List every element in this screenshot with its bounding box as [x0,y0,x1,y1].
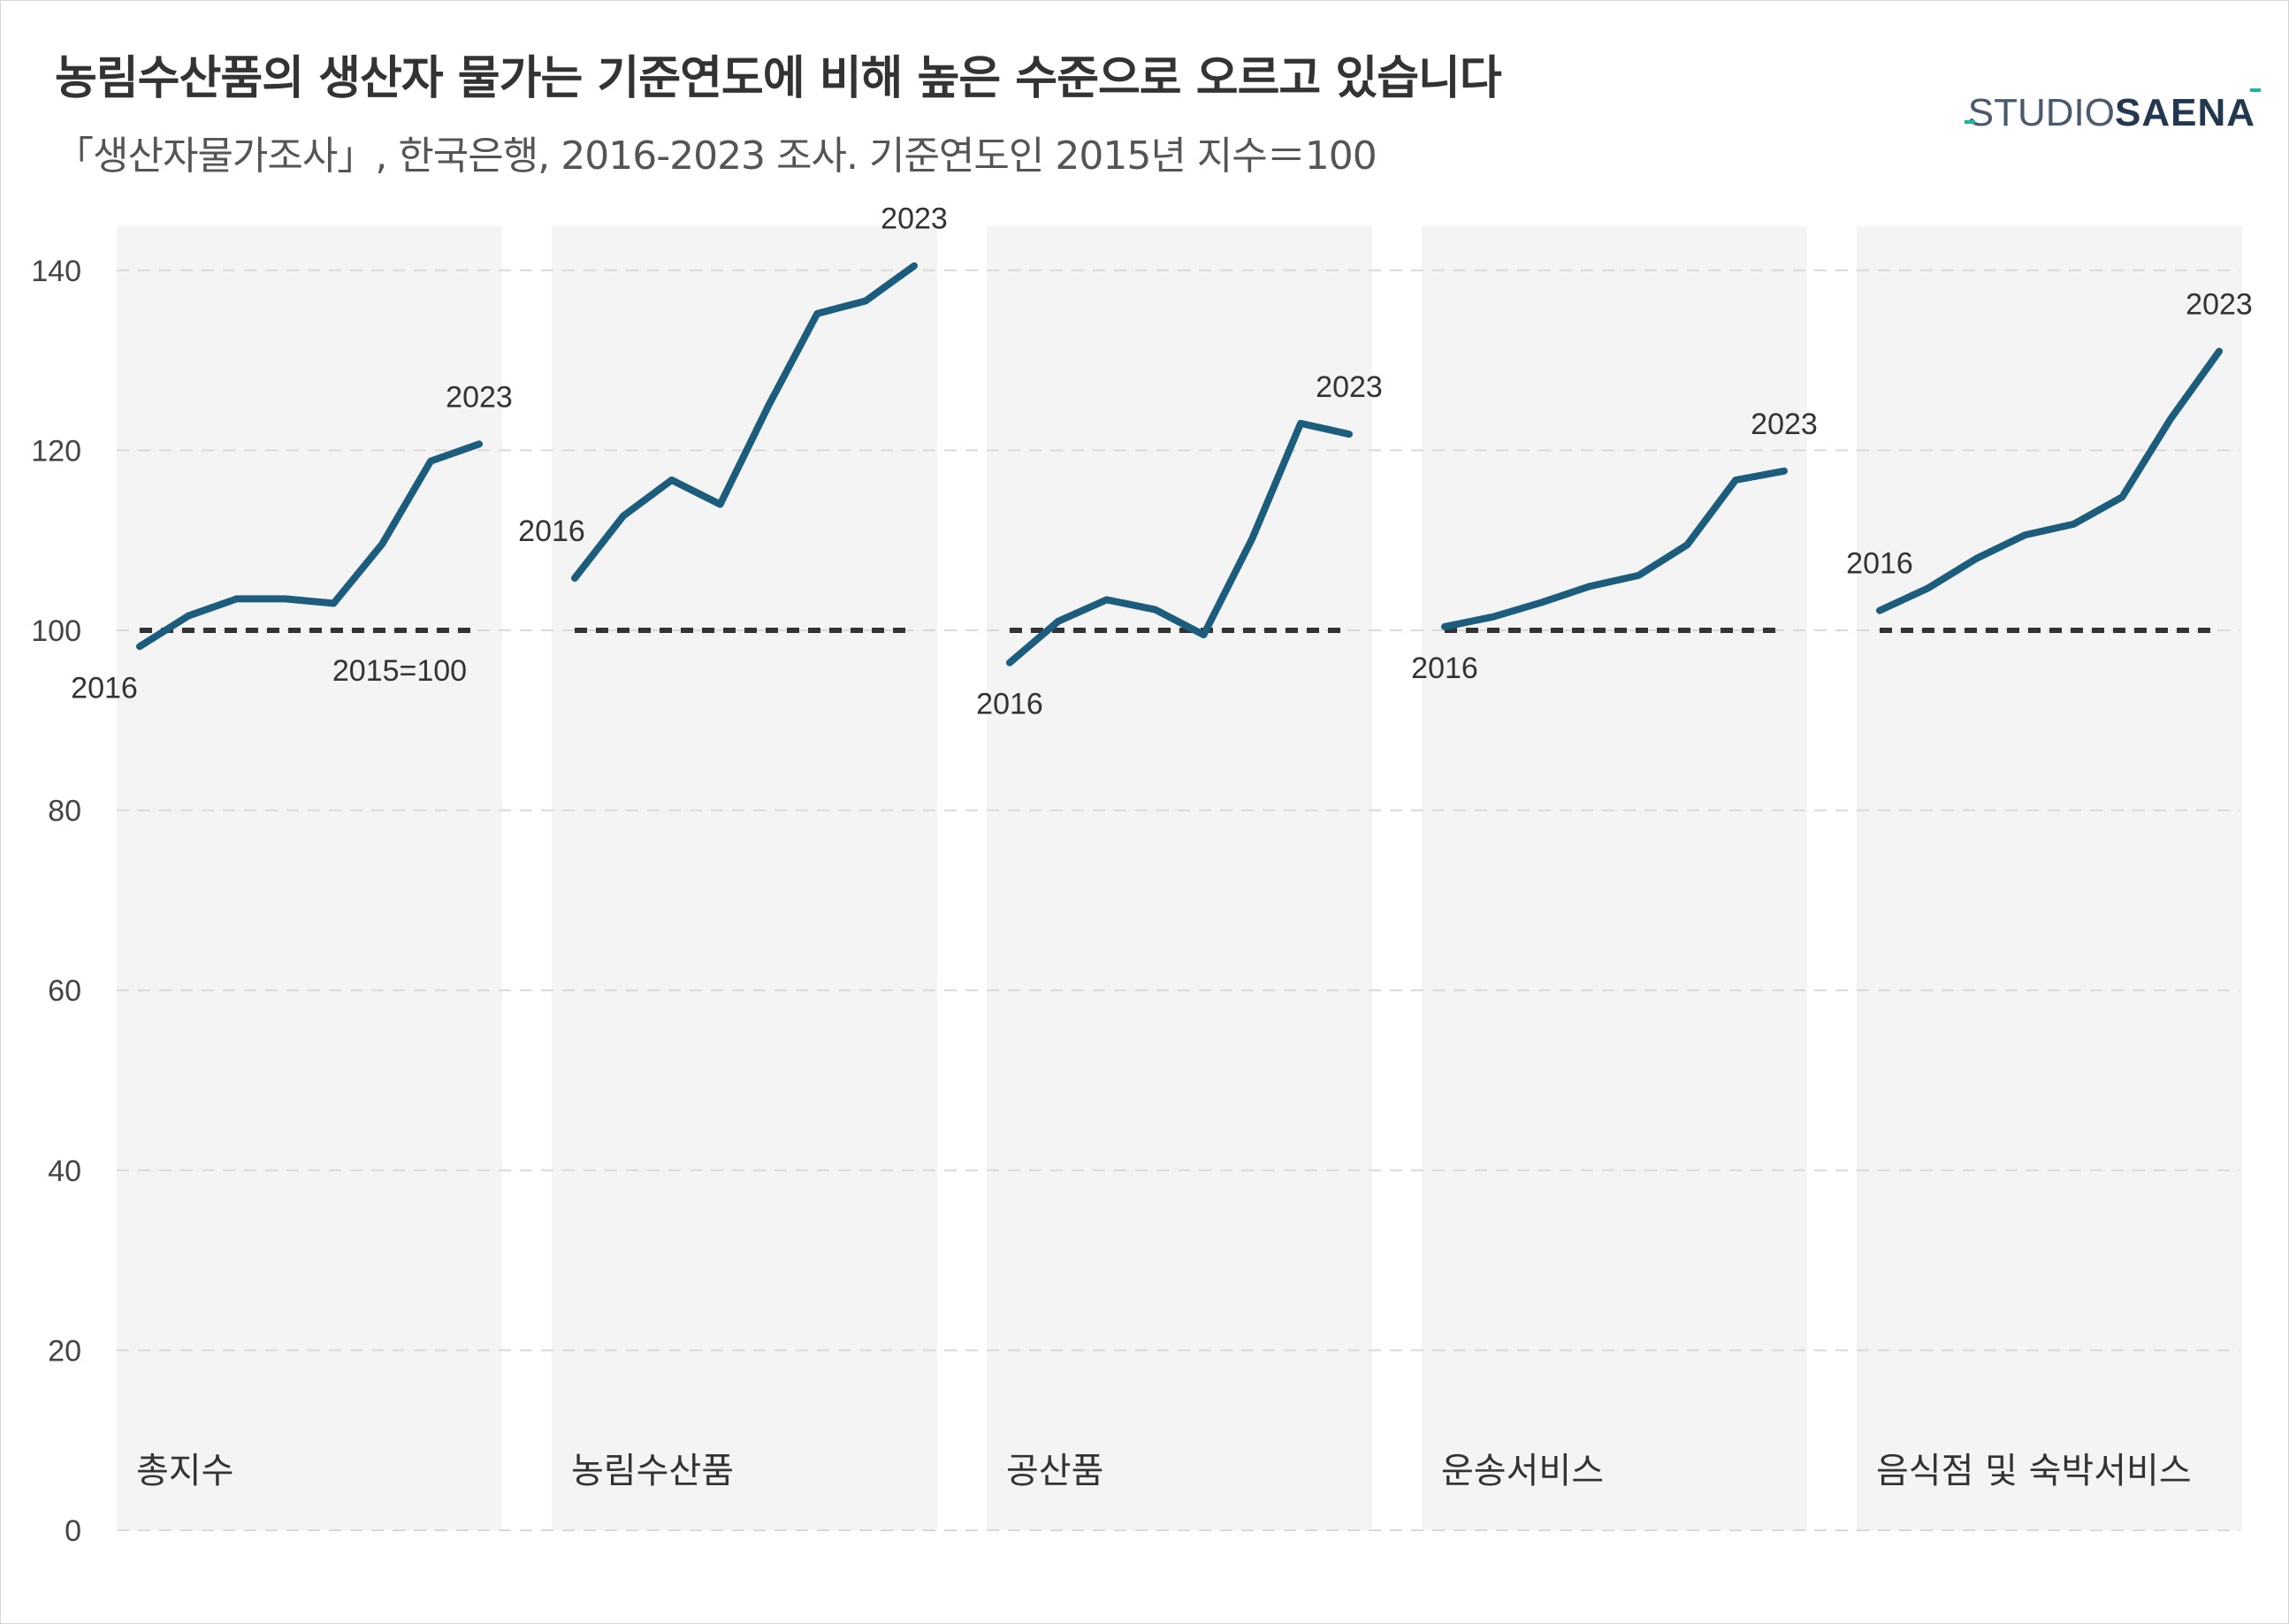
panel-background-4 [1422,226,1807,1530]
series-line-4 [1441,467,1788,630]
end-year-label-4: 2023 [1751,408,1818,441]
brand-logo-bold: SAENA [2114,91,2255,134]
panel-background-5 [1857,226,2242,1530]
series-line-1 [136,440,483,651]
series-line-5 [1876,347,2223,614]
panel-label-4: 운송서비스 [1441,1451,1604,1491]
end-year-label-5: 2023 [2186,287,2253,321]
series-line-2 [571,262,918,582]
brand-logo: STUDIOSAENA [1964,88,2261,134]
start-year-label-4: 2016 [1411,652,1478,685]
start-year-label-3: 2016 [976,688,1043,721]
panel-background-2 [552,226,937,1530]
panel-label-3: 공산품 [1006,1451,1103,1491]
brand-logo-light: STUDIO [1967,91,2115,134]
y-tick-label-40: 40 [48,1155,81,1188]
panel-background-3 [987,226,1372,1530]
y-tick-label-120: 120 [31,434,81,468]
chart-subtitle: 「생산자물가조사」, 한국은행, 2016-2023 조사. 기준연도인 201… [55,133,1377,179]
y-tick-label-20: 20 [48,1334,81,1368]
start-year-label-2: 2016 [518,515,585,548]
end-year-label-2: 2023 [881,202,948,236]
panel-background-1 [117,226,502,1530]
start-year-label-1: 2016 [71,671,138,705]
brand-accent-left [1964,120,1975,124]
brand-accent-right [2250,88,2261,92]
y-tick-label-140: 140 [31,255,81,288]
y-tick-label-100: 100 [31,614,81,648]
end-year-label-3: 2023 [1316,370,1383,404]
panel-label-1: 총지수 [136,1451,233,1491]
panel-label-2: 농림수산품 [571,1451,734,1491]
reference-label: 2015=100 [332,654,467,688]
panel-label-5: 음식점 및 숙박서비스 [1876,1451,2192,1491]
end-year-label-1: 2023 [446,380,513,414]
y-tick-label-80: 80 [48,795,81,828]
y-tick-label-60: 60 [48,974,81,1008]
series-line-3 [1006,419,1353,667]
chart-title: 농림수산품의 생산자 물가는 기준연도에 비해 높은 수준으로 오르고 있습니다 [55,52,1502,105]
start-year-label-5: 2016 [1846,547,1913,581]
y-tick-label-0: 0 [65,1514,81,1548]
